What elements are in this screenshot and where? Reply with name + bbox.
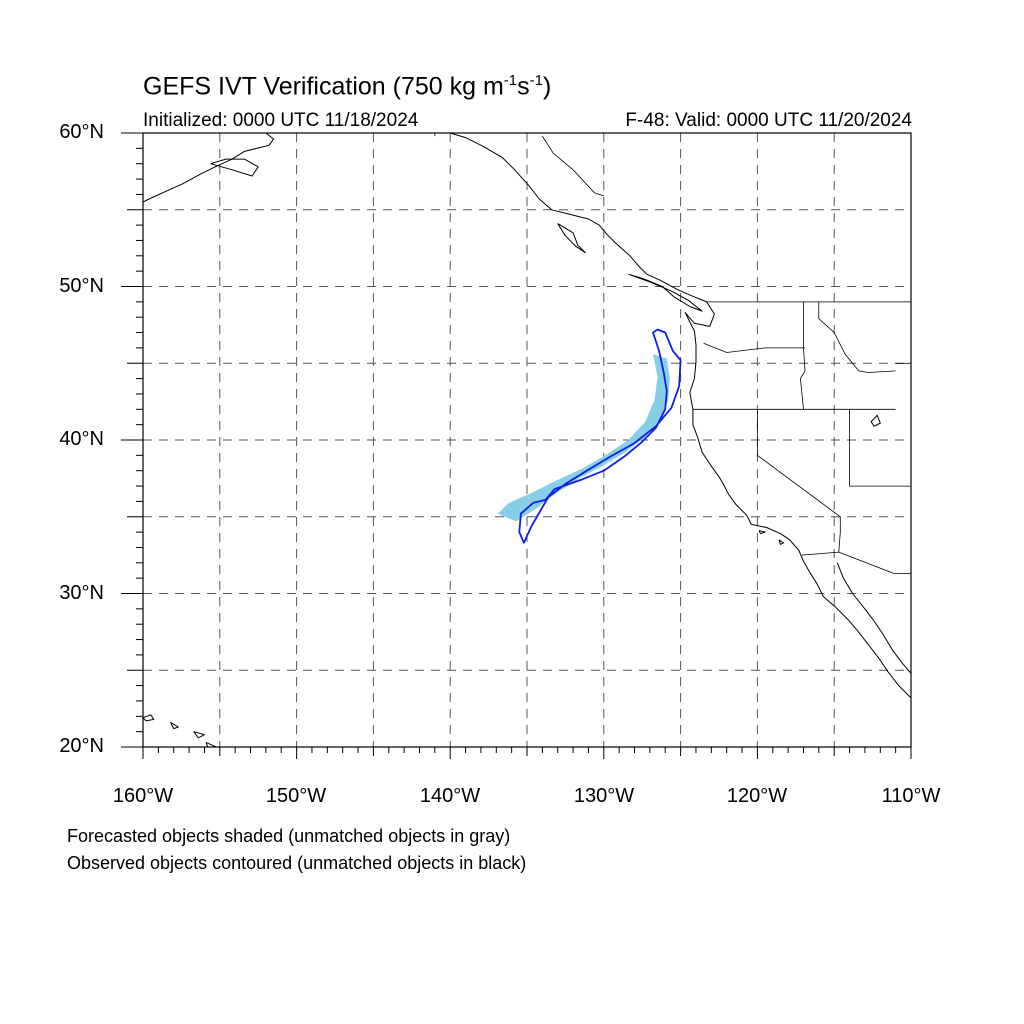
forecast-object-layer	[497, 354, 670, 522]
coastline-segment	[205, 741, 218, 747]
coastline-segment	[193, 731, 205, 739]
coastline-segment	[758, 530, 766, 535]
axis-ticks	[121, 132, 912, 759]
note-observed: Observed objects contoured (unmatched ob…	[67, 853, 527, 873]
coastline-segment	[450, 133, 911, 699]
lat-label-40n: 40°N	[59, 428, 104, 450]
coastline-segment	[778, 539, 784, 545]
border-segment	[818, 301, 896, 373]
coastline-segment	[143, 714, 155, 722]
border-segment	[757, 409, 841, 553]
observed-object-layer	[518, 328, 682, 544]
border-segment	[542, 135, 604, 197]
lake-outline	[870, 414, 881, 427]
border-segment	[703, 342, 805, 353]
forecast-object	[497, 354, 670, 522]
lon-label-140w: 140°W	[419, 785, 481, 807]
lon-label-160w: 160°W	[112, 785, 174, 807]
border-segment	[799, 301, 806, 410]
lon-label-150w: 150°W	[265, 785, 327, 807]
observed-object-contour	[518, 328, 682, 544]
valid-time: F-48: Valid: 0000 UTC 11/20/2024	[625, 110, 912, 131]
initialized-time: Initialized: 0000 UTC 11/18/2024	[143, 110, 419, 131]
graticule	[143, 133, 911, 747]
coastline-layer	[143, 133, 911, 747]
lat-label-60n: 60°N	[59, 121, 104, 143]
coastline-segment	[143, 133, 275, 203]
lon-label-110w: 110°W	[881, 785, 941, 807]
coastline-segment	[628, 273, 703, 312]
lon-label-120w: 120°W	[726, 785, 788, 807]
political-borders-layer	[434, 133, 911, 574]
coastline-segment	[836, 562, 911, 674]
border-segment	[801, 551, 911, 574]
coastline-segment	[170, 721, 179, 730]
lon-label-130w: 130°W	[573, 785, 635, 807]
border-segment	[849, 409, 911, 487]
note-forecast: Forecasted objects shaded (unmatched obj…	[67, 826, 511, 846]
lat-label-20n: 20°N	[59, 735, 104, 757]
lat-label-50n: 50°N	[59, 275, 104, 297]
coastline-segment	[210, 158, 259, 177]
lat-label-30n: 30°N	[59, 582, 104, 604]
map-title: GEFS IVT Verification (750 kg m-1s-1)	[143, 72, 552, 101]
coastline-segment	[557, 223, 586, 254]
